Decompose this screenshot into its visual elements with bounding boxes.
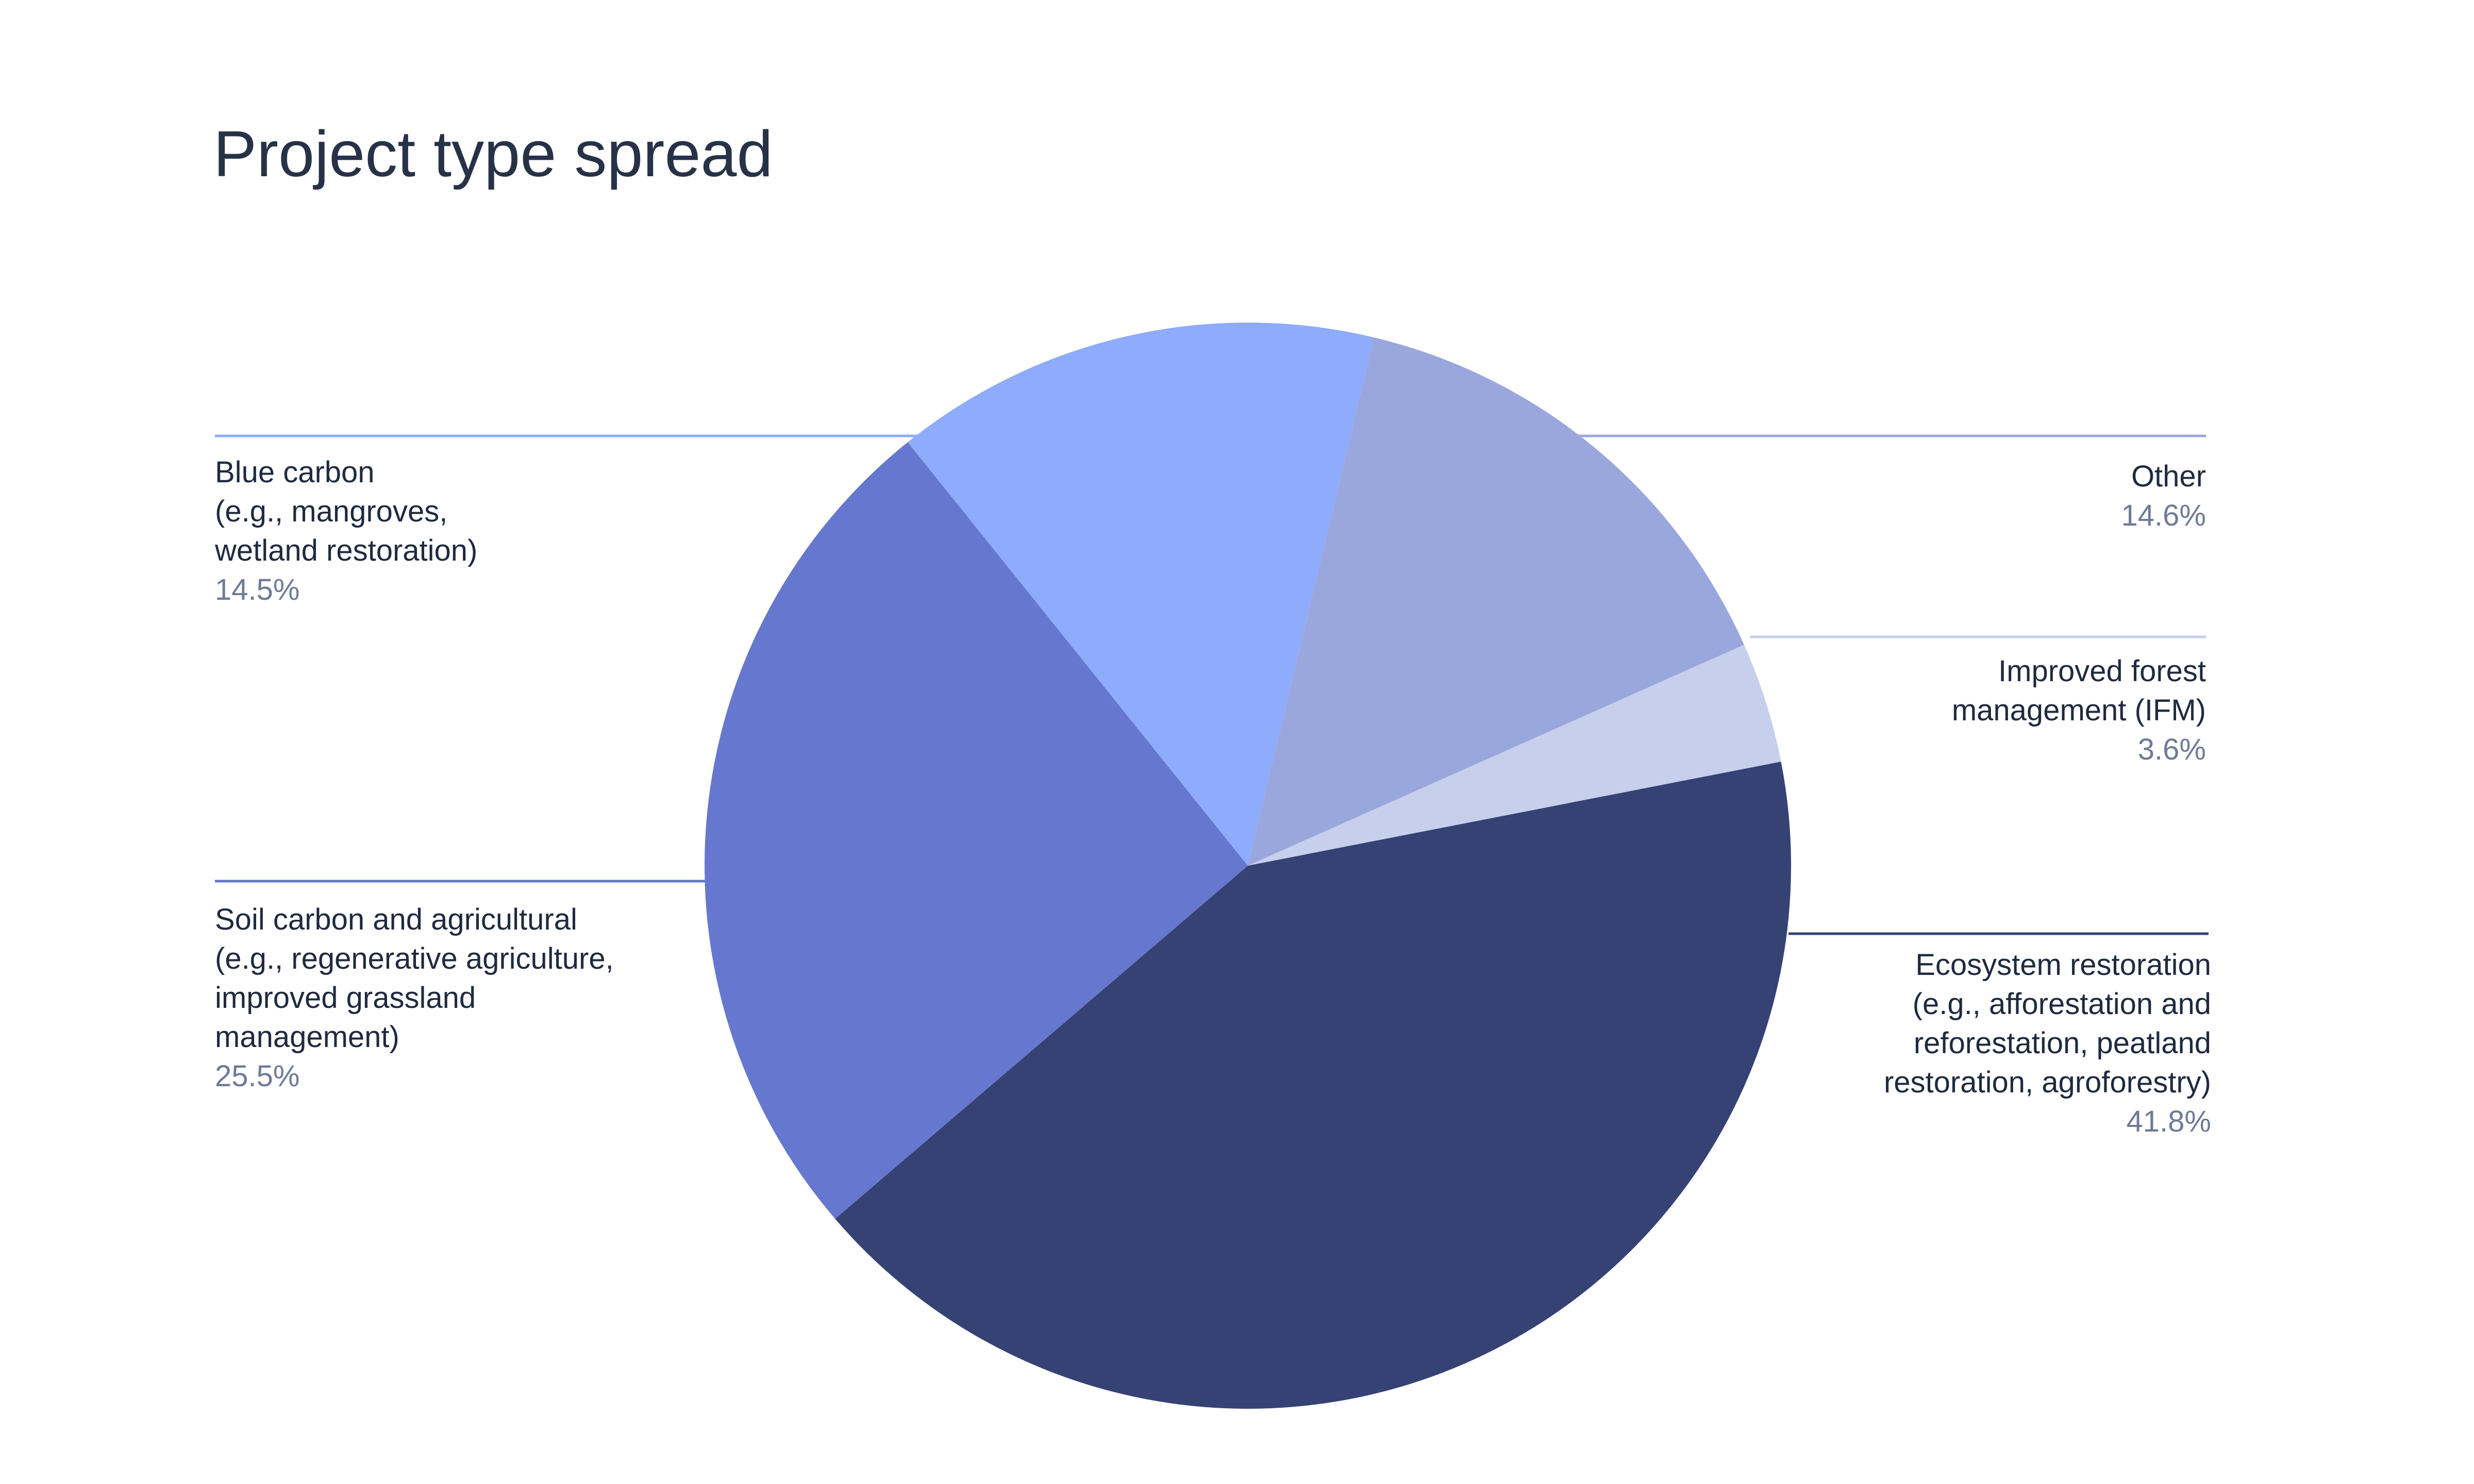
pie-slice-blue-carbon [908,323,1374,866]
slice-label-ecosystem-restoration: Ecosystem restoration (e.g., afforestatio… [1884,948,2211,1138]
slice-label-other: Other 14.6% [2121,460,2206,532]
pie-slice-improved-forest [1248,645,1781,866]
slice-value-ecosystem-restoration: 41.8% [2127,1105,2211,1138]
chart-title: Project type spread [213,117,773,190]
slice-value-other: 14.6% [2121,499,2206,532]
slice-value-improved-forest: 3.6% [2138,733,2206,766]
slice-label-soil-carbon-and-agricultural: Soil carbon and agricultural (e.g., regen… [215,903,614,1093]
slice-label-improved-forest: Improved forest management (IFM) 3.6% [1952,654,2206,766]
pie-slice-soil-carbon-and-agricultural [704,442,1248,1219]
pie-slice-ecosystem-restoration [835,762,1791,1409]
slice-label-blue-carbon: Blue carbon (e.g., mangroves, wetland rest… [214,456,477,606]
pie-slice-other [1248,337,1744,866]
slice-value-soil-carbon-and-agricultural: 25.5% [215,1059,299,1093]
slice-value-blue-carbon: 14.5% [215,573,299,606]
